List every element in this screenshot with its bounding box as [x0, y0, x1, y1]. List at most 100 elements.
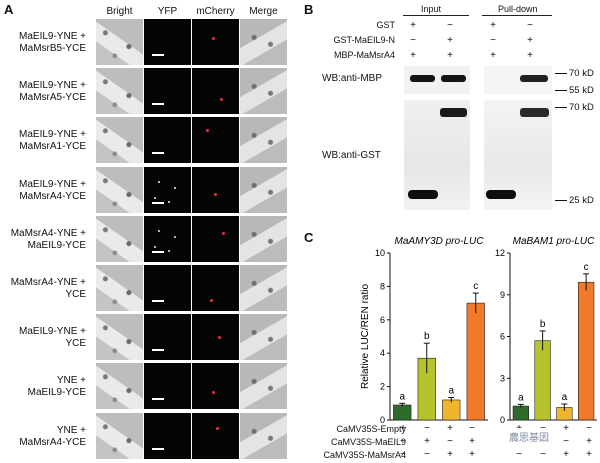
- mcherry-nucleus-dot: [218, 336, 221, 340]
- row-label-line1: MaEIL9-YNE +: [19, 80, 86, 92]
- luc-sign-cell: +: [447, 423, 453, 434]
- luc-sign-cell: −: [424, 449, 430, 460]
- blot-gst-pulldown-area: [484, 100, 552, 210]
- pulldown-sign-cell: +: [490, 20, 496, 31]
- scale-bar: [152, 201, 164, 204]
- band-mbp-pulldown-2: [520, 75, 548, 82]
- row-label-line1: MaMsrA4-YNE +: [10, 227, 86, 239]
- significance-letter: a: [448, 385, 454, 396]
- y-tick-label: 10: [375, 248, 385, 258]
- mw-70-kd-bottom: 70 kD: [569, 102, 594, 113]
- row-label: MaMsrA4-YNE + MaEIL9-YCE: [6, 228, 86, 252]
- bar: [534, 340, 551, 421]
- merge-image-tile: [240, 19, 287, 65]
- mcherry-nucleus-dot: [222, 231, 225, 235]
- mcherry-image-tile: [192, 265, 239, 311]
- mcherry-image-tile: [192, 117, 239, 164]
- luc-sign-cell: +: [563, 449, 569, 460]
- mcherry-image-tile: [192, 166, 239, 213]
- row-label-line2: YCE: [65, 338, 86, 350]
- watermark: 農思基因: [506, 428, 552, 445]
- y-tick-label: 4: [380, 348, 385, 358]
- yfp-signal-dot: [174, 235, 176, 238]
- band-mbp-input-2: [441, 75, 466, 82]
- pulldown-sign-cell: −: [490, 35, 496, 46]
- luc-sign-cell: −: [516, 449, 522, 460]
- pulldown-bracket-line: [482, 15, 552, 16]
- mcherry-image-tile: [192, 68, 239, 115]
- bright-image-tile: [96, 68, 143, 115]
- band-gst-fusion-input: [440, 108, 467, 117]
- row-label: MaEIL9-YNE + MaMsrA5-YCE: [6, 80, 86, 104]
- pulldown-sign-cell: −: [527, 20, 533, 31]
- yfp-signal-dot: [158, 180, 160, 183]
- merge-image-tile: [240, 117, 287, 164]
- significance-letter: b: [540, 319, 546, 330]
- row-label-line2: MaMsrA4-YCE: [19, 436, 86, 448]
- mcherry-nucleus-dot: [214, 192, 217, 196]
- merge-image-tile: [240, 166, 287, 213]
- mcherry-nucleus-dot: [220, 98, 223, 102]
- column-header-mcherry: mCherry: [196, 6, 235, 17]
- luc-sign-cell: +: [447, 449, 453, 460]
- pulldown-sign-cell: +: [447, 35, 453, 46]
- scale-bar: [152, 54, 164, 56]
- y-tick-label: 3: [500, 373, 505, 383]
- luc-sign-cell: −: [540, 449, 546, 460]
- row-label-line1: YNE +: [56, 375, 86, 387]
- y-tick-label: 8: [380, 281, 385, 291]
- yfp-image-tile: [144, 19, 191, 65]
- band-gst-tag-pulldown: [486, 190, 516, 199]
- yfp-image-tile: [144, 215, 191, 262]
- bright-image-tile: [96, 314, 143, 361]
- row-label: YNE + MaEIL9-YCE: [6, 375, 86, 399]
- bright-image-tile: [96, 265, 143, 311]
- row-label-gst-maeil9-n: GST-MaEIL9-N: [333, 35, 395, 45]
- mcherry-nucleus-dot: [216, 426, 219, 430]
- mw-tick-25: [555, 200, 567, 201]
- wb-anti-gst-label: WB:anti-GST: [322, 150, 381, 161]
- pulldown-sign-cell: +: [527, 50, 533, 61]
- row-label-mbp-mamsra4: MBP-MaMsrA4: [333, 50, 395, 60]
- luciferase-charts: MaAMY3D pro-LUC 0 2 4 6 8 10 Relative LUC/REN r…: [360, 236, 597, 425]
- band-mbp-input-1: [410, 75, 435, 82]
- luc-sign-cell: +: [586, 449, 592, 460]
- bar: [512, 405, 530, 421]
- bright-image-tile: [96, 166, 143, 213]
- legend-row-maeil9: CaMV35S-MaEIL9: [330, 437, 406, 447]
- row-label-line2: MaEIL9-YCE: [27, 239, 86, 251]
- mcherry-image-tile: [192, 19, 239, 65]
- pulldown-sign-cell: −: [447, 20, 453, 31]
- luc-sign-cell: +: [563, 423, 569, 434]
- yfp-signal-dot: [154, 196, 156, 199]
- merge-image-tile: [240, 363, 287, 410]
- luc-sign-cell: +: [424, 436, 430, 447]
- scale-bar: [152, 447, 164, 450]
- luc-sign-cell: −: [586, 423, 592, 434]
- row-label: MaEIL9-YNE + MaMsrB5-YCE: [6, 31, 86, 55]
- y-tick-label: 6: [380, 315, 385, 325]
- wb-anti-mbp-label: WB:anti-MBP: [322, 73, 383, 84]
- significance-letter: a: [399, 391, 405, 402]
- blot-mbp-pulldown-area: [484, 66, 552, 94]
- merge-image-tile: [240, 68, 287, 115]
- row-label-line2: MaMsrA4-YCE: [19, 190, 86, 202]
- pulldown-sign-cell: +: [410, 20, 416, 31]
- pulldown-sign-cell: +: [410, 50, 416, 61]
- legend-row-mamsra4: CaMV35S-MaMsrA4: [323, 450, 406, 460]
- luc-sign-cell: −: [563, 436, 569, 447]
- luc-sign-cell: −: [424, 423, 430, 434]
- yfp-image-tile: [144, 412, 191, 459]
- scale-bar: [152, 250, 164, 253]
- mcherry-image-tile: [192, 314, 239, 361]
- panel-c-letter: C: [304, 230, 314, 245]
- row-label-gst: GST: [376, 20, 395, 30]
- scale-bar: [152, 349, 164, 352]
- bright-image-tile: [96, 117, 143, 164]
- mw-70-kd-top: 70 kD: [569, 68, 594, 79]
- luc-sign-cell: −: [400, 449, 406, 460]
- mcherry-nucleus-dot: [212, 391, 215, 395]
- yfp-image-tile: [144, 314, 191, 361]
- column-header-bright: Bright: [106, 6, 133, 17]
- luc-sign-cell: +: [400, 423, 406, 434]
